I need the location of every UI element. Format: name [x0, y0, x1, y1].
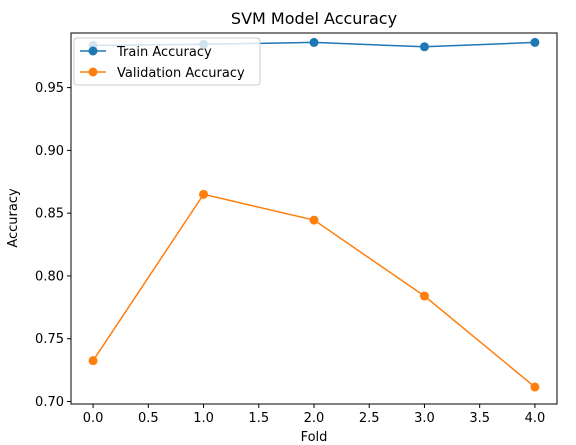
x-axis-label: Fold	[301, 430, 328, 445]
data-point-train	[530, 37, 540, 47]
y-tick-label: 0.85	[35, 207, 64, 222]
plot-area: 0.0 0.5 1.0 1.5 2.0 2.5 3.0 3.5 4.0 0.70 0.75 0.80…	[35, 32, 558, 426]
x-tick-label: 3.5	[469, 411, 490, 426]
x-tick-label: 2.0	[304, 411, 325, 426]
y-tick-label: 0.95	[35, 81, 64, 96]
data-point-validation	[309, 215, 319, 225]
x-tick-label: 0.5	[138, 411, 159, 426]
data-point-validation	[419, 291, 429, 301]
data-point-train	[309, 37, 319, 47]
data-point-train	[419, 42, 429, 52]
legend-label-validation: Validation Accuracy	[117, 66, 245, 81]
y-tick-label: 0.75	[35, 332, 64, 347]
data-point-validation	[530, 382, 540, 392]
x-tick-label: 0.0	[83, 411, 104, 426]
x-tick-label: 1.5	[248, 411, 269, 426]
x-axis: 0.0 0.5 1.0 1.5 2.0 2.5 3.0 3.5 4.0	[83, 404, 546, 426]
legend: Train Accuracy Validation Accuracy	[73, 37, 261, 86]
y-axis-label: Accuracy	[6, 188, 21, 248]
data-point-validation	[88, 356, 98, 366]
chart-title: SVM Model Accuracy	[231, 9, 397, 28]
data-point-validation	[199, 189, 209, 199]
x-tick-label: 2.5	[359, 411, 380, 426]
x-tick-label: 4.0	[525, 411, 546, 426]
legend-marker-train	[88, 46, 98, 56]
y-tick-label: 0.80	[35, 269, 64, 284]
y-tick-label: 0.70	[35, 395, 64, 410]
legend-label-train: Train Accuracy	[116, 45, 212, 60]
x-tick-label: 3.0	[414, 411, 435, 426]
legend-entry-validation: Validation Accuracy	[80, 66, 245, 81]
legend-entry-train: Train Accuracy	[80, 45, 212, 60]
x-tick-label: 1.0	[193, 411, 214, 426]
legend-frame	[73, 37, 261, 86]
y-tick-label: 0.90	[35, 144, 64, 159]
y-axis: 0.70 0.75 0.80 0.85 0.90 0.95	[35, 81, 71, 410]
legend-marker-validation	[88, 67, 98, 77]
